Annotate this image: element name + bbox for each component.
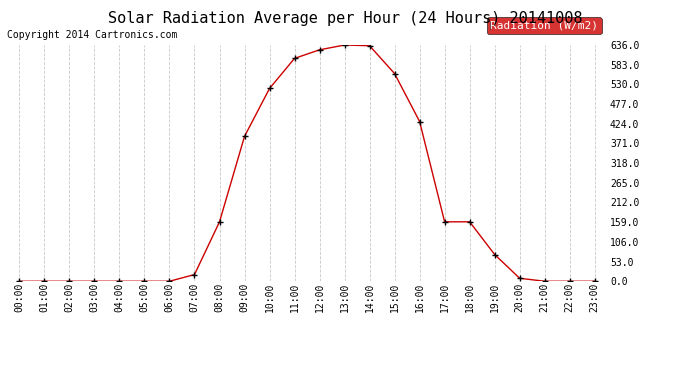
Line: Radiation (W/m2): Radiation (W/m2)	[16, 42, 598, 285]
Radiation (W/m2)	[166, 279, 174, 284]
Radiation (W/m2)	[566, 279, 574, 284]
Radiation (W/m2)	[215, 220, 224, 224]
Radiation (W/m2)	[366, 44, 374, 48]
Radiation (W/m2)	[40, 279, 48, 284]
Radiation (W/m2)	[266, 86, 274, 91]
Radiation (W/m2)	[466, 220, 474, 224]
Radiation (W/m2)	[391, 71, 399, 76]
Radiation (W/m2)	[240, 134, 248, 139]
Text: Solar Radiation Average per Hour (24 Hours) 20141008: Solar Radiation Average per Hour (24 Hou…	[108, 11, 582, 26]
Radiation (W/m2)	[591, 279, 599, 284]
Radiation (W/m2)	[140, 279, 148, 284]
Radiation (W/m2)	[491, 252, 499, 257]
Radiation (W/m2)	[440, 220, 449, 224]
Text: Copyright 2014 Cartronics.com: Copyright 2014 Cartronics.com	[7, 30, 177, 40]
Radiation (W/m2)	[15, 279, 23, 284]
Radiation (W/m2)	[515, 276, 524, 280]
Radiation (W/m2)	[90, 279, 99, 284]
Radiation (W/m2)	[315, 48, 324, 52]
Legend: Radiation (W/m2): Radiation (W/m2)	[487, 18, 602, 34]
Radiation (W/m2)	[415, 119, 424, 124]
Radiation (W/m2)	[115, 279, 124, 284]
Radiation (W/m2)	[190, 272, 199, 277]
Radiation (W/m2)	[290, 56, 299, 61]
Radiation (W/m2)	[540, 279, 549, 284]
Radiation (W/m2)	[66, 279, 74, 284]
Radiation (W/m2)	[340, 43, 348, 47]
